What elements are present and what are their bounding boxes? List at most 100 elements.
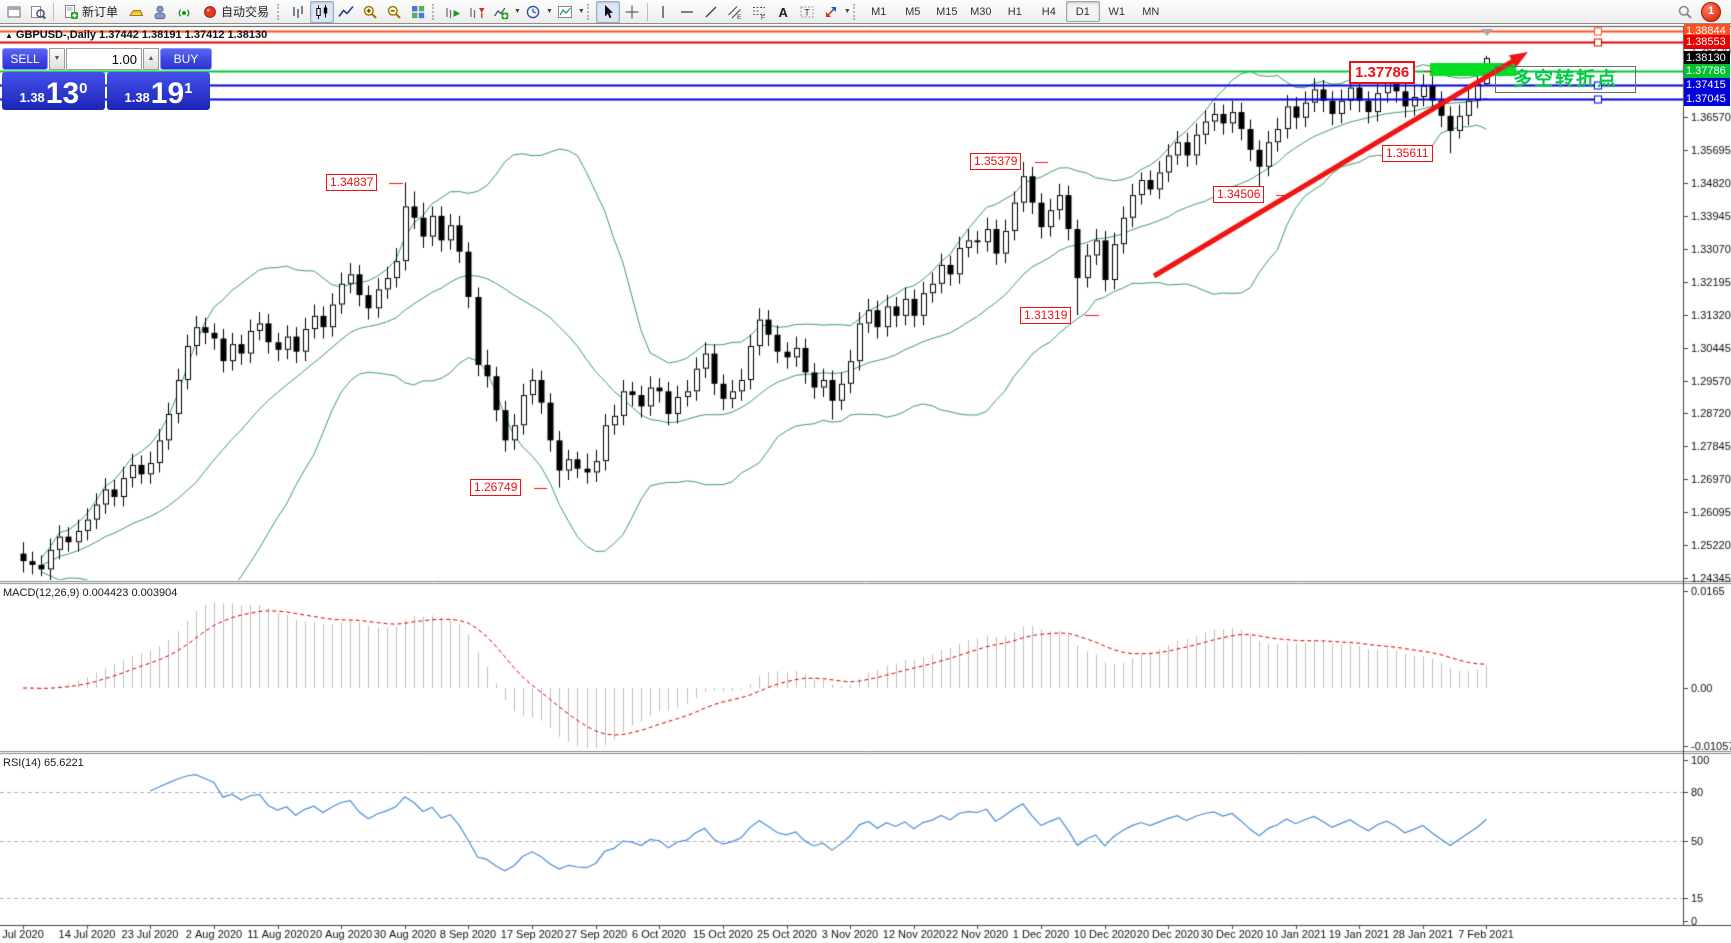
price-annotation[interactable]: 1.34506 (1213, 186, 1265, 203)
sell-price-big: 13 (45, 77, 80, 110)
indicators-button[interactable] (489, 1, 513, 23)
chart-symbol-text: GBPUSD-,Daily 1.37442 1.38191 1.37412 1.… (15, 29, 268, 41)
sell-price-prefix: 1.38 (19, 90, 45, 105)
templates-dropdown-caret[interactable]: ▼ (577, 8, 585, 15)
price-tag-resistance-lower: 1.38553 (1684, 35, 1730, 49)
notification-badge[interactable]: 1 (1701, 1, 1721, 22)
strategy-tester-button[interactable] (26, 1, 50, 23)
arrows-dropdown-caret[interactable]: ▼ (843, 8, 851, 15)
tf-m30-button[interactable]: M30 (970, 5, 992, 18)
price-tag-resistance-upper: 1.38844 (1684, 24, 1730, 38)
new-chart-button[interactable] (2, 1, 26, 23)
tile-windows-button[interactable] (406, 1, 430, 23)
new-order-icon (65, 4, 78, 19)
auto-trading-label: 自动交易 (221, 5, 270, 19)
search-icon (1678, 5, 1692, 19)
template-icon (557, 5, 572, 18)
price-annotation[interactable]: 1.31319 (1020, 307, 1072, 324)
new-order-button[interactable]: 新订单 (57, 1, 124, 23)
line-chart-type-button[interactable] (334, 1, 358, 23)
user-icon (154, 5, 166, 19)
macd-value: 0.004423 (82, 587, 129, 599)
tf-h4-button[interactable]: H4 (1041, 5, 1056, 18)
pivot-price-annotation[interactable]: 1.37786 (1349, 61, 1416, 84)
chart-shift-button[interactable] (465, 1, 489, 23)
tf-m15-button[interactable]: M15 (936, 5, 958, 18)
text-tool-button[interactable]: A (771, 1, 795, 23)
text-label-icon: T (800, 6, 814, 17)
gold-button[interactable] (124, 1, 148, 23)
volume-increase-button[interactable]: ▲ (143, 48, 159, 70)
clock-icon (526, 5, 540, 18)
indicators-add-icon (493, 7, 509, 19)
auto-scroll-button[interactable] (441, 1, 465, 23)
sell-price-display[interactable]: 1.38 13 0 (2, 72, 105, 110)
crosshair-tool-button[interactable] (620, 1, 644, 23)
tf-m1-button[interactable]: M1 (871, 5, 887, 18)
sell-button[interactable]: SELL (2, 48, 48, 70)
community-button[interactable] (148, 1, 172, 23)
text-label-tool-button[interactable]: T (795, 1, 819, 23)
toolbar-drag-handle[interactable] (432, 3, 438, 20)
tf-h1-button[interactable]: H1 (1007, 5, 1022, 18)
search-button[interactable] (1673, 1, 1697, 23)
svg-text:T: T (804, 7, 810, 17)
buy-button[interactable]: BUY (160, 48, 212, 70)
macd-signal-value: 0.003904 (131, 587, 178, 599)
tf-mn-button[interactable]: MN (1142, 5, 1160, 18)
signals-button[interactable] (172, 1, 196, 23)
buy-price-prefix: 1.38 (124, 90, 150, 105)
trendline-tool-button[interactable] (699, 1, 723, 23)
indicators-dropdown-caret[interactable]: ▼ (514, 8, 521, 15)
auto-trading-icon (204, 5, 216, 18)
bar-chart-type-button[interactable] (286, 1, 310, 23)
arrows-icon (825, 6, 836, 17)
zoom-in-icon (363, 5, 377, 19)
price-tag-support-lower: 1.37045 (1684, 92, 1730, 106)
buy-price-display[interactable]: 1.38 19 1 (107, 72, 210, 110)
tf-w1-button[interactable]: W1 (1108, 5, 1126, 18)
gold-bar-icon (129, 9, 144, 16)
toolbar-drag-handle[interactable] (586, 3, 593, 20)
templates-button[interactable] (553, 1, 577, 23)
zoom-out-icon (387, 5, 401, 19)
price-annotation[interactable]: 1.35611 (1382, 145, 1433, 162)
volume-decrease-button[interactable]: ▼ (49, 48, 65, 70)
tile-windows-icon (412, 5, 425, 18)
one-click-trading-panel: SELL ▼ ▲ BUY 1.38 13 0 1.38 19 1 (2, 46, 212, 110)
rsi-name: RSI(14) (3, 757, 41, 769)
vertical-line-tool-button[interactable] (651, 1, 675, 23)
periods-button[interactable] (521, 1, 545, 23)
line-chart-icon (338, 5, 354, 17)
trendline-icon (705, 6, 717, 17)
toolbar-drag-handle[interactable] (277, 3, 283, 20)
tf-d1-button[interactable]: D1 (1065, 1, 1100, 22)
chart-symbol-title: ▲ GBPUSD-,Daily 1.37442 1.38191 1.37412 1… (5, 29, 267, 41)
price-annotation[interactable]: 1.34837 (326, 174, 378, 191)
tf-m5-button[interactable]: M5 (905, 5, 921, 18)
price-annotation[interactable]: 1.35379 (970, 153, 1022, 170)
horizontal-line-tool-button[interactable] (675, 1, 699, 23)
rsi-indicator-label: RSI(14) 65.6221 (3, 757, 84, 769)
main-toolbar: 新订单 自动交易 ▼ ▼ ▼ E F A T ▼ M1 M5 M15 M30 H… (0, 0, 1731, 24)
candlestick-type-button[interactable] (310, 0, 335, 23)
cursor-tool-button[interactable] (595, 0, 620, 23)
auto-scroll-icon (446, 7, 461, 18)
crosshair-icon (625, 5, 639, 18)
signal-icon (178, 8, 190, 17)
zoom-in-button[interactable] (358, 1, 382, 23)
price-annotation[interactable]: 1.26749 (470, 479, 522, 496)
arrows-tool-button[interactable] (819, 1, 843, 23)
rsi-value: 65.6221 (43, 757, 84, 769)
fibonacci-tool-button[interactable]: F (747, 1, 771, 23)
channel-tool-button[interactable]: E (723, 1, 747, 23)
toolbar-drag-handle[interactable] (852, 3, 859, 20)
periods-dropdown-caret[interactable]: ▼ (545, 8, 553, 15)
turning-point-label[interactable]: 多空转折点 (1495, 66, 1636, 93)
volume-input[interactable] (66, 48, 142, 70)
auto-trading-button[interactable]: 自动交易 (196, 1, 275, 23)
buy-price-big: 19 (150, 77, 185, 110)
zoom-out-button[interactable] (382, 1, 406, 23)
svg-text:A: A (778, 5, 788, 20)
